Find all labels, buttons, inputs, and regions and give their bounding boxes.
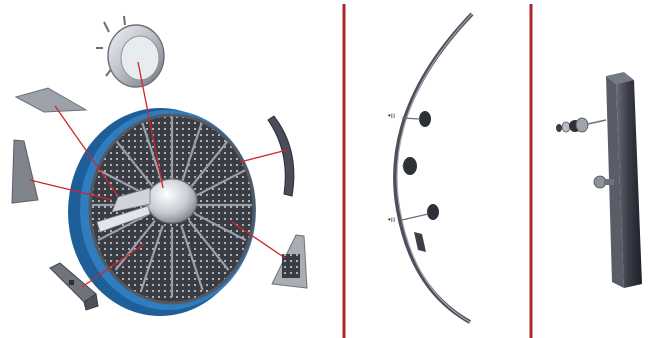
wheel-spoke bbox=[140, 224, 164, 291]
wheel-spoke bbox=[180, 224, 204, 291]
wheel-spoke bbox=[140, 119, 164, 186]
wheel-spoke bbox=[193, 212, 247, 242]
fastener-bottom: •ıı bbox=[388, 204, 439, 252]
exploded-wheel-panel bbox=[11, 15, 308, 316]
wheel-spoke bbox=[188, 139, 230, 191]
curved-rim-arc bbox=[393, 12, 474, 324]
fastener-top: •ıı bbox=[388, 111, 431, 127]
wheel-spoke bbox=[114, 139, 156, 191]
svg-text:•ıı: •ıı bbox=[388, 111, 395, 120]
perforated-triangle-part bbox=[271, 234, 308, 289]
hub-cap-part bbox=[96, 15, 165, 88]
leader-lines bbox=[29, 61, 288, 288]
fastener-middle bbox=[402, 157, 417, 175]
block-part bbox=[49, 262, 99, 311]
vertical-bar-panel bbox=[556, 72, 642, 288]
wheel-spoke bbox=[114, 219, 156, 271]
wheel-spoke bbox=[97, 212, 151, 242]
wheel-spokes bbox=[92, 113, 252, 297]
wheel-spoke bbox=[193, 168, 247, 198]
wheel-spoke bbox=[180, 119, 204, 186]
wheel-spoke bbox=[188, 219, 230, 271]
wedge-plate-part bbox=[11, 139, 39, 204]
side-bolt bbox=[593, 175, 614, 189]
wheel-hub bbox=[96, 178, 198, 233]
bolt-washer-set bbox=[556, 117, 607, 133]
vertical-bar bbox=[606, 72, 642, 288]
rim-segment-panel: •ıı •ıı bbox=[388, 12, 474, 324]
rim-segment-part bbox=[267, 115, 295, 197]
svg-text:•ıı: •ıı bbox=[388, 215, 395, 224]
triangular-plate-part bbox=[14, 87, 88, 113]
